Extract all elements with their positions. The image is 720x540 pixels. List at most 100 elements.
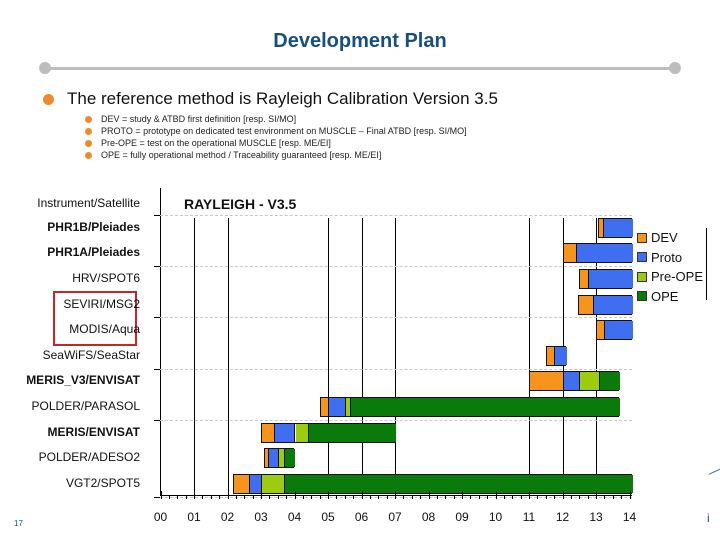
x-minor-tick	[537, 495, 538, 499]
gantt-bar	[596, 320, 633, 341]
preope-swatch-icon	[637, 271, 647, 282]
bar-segment-proto	[588, 270, 633, 288]
footer-glyph: i	[707, 511, 710, 525]
grid-line-vertical	[228, 218, 229, 495]
bar-segment-ope	[350, 398, 621, 416]
x-major-tick	[194, 491, 195, 499]
x-minor-tick	[521, 495, 522, 499]
x-minor-tick	[437, 495, 438, 499]
bar-segment-pre-ope	[295, 423, 309, 442]
x-minor-tick	[579, 495, 580, 499]
x-minor-tick	[546, 495, 547, 499]
x-major-tick	[295, 491, 296, 499]
bar-segment-ope	[285, 474, 633, 493]
row-label: HRV/SPOT6	[72, 271, 140, 285]
bullet-dot-icon	[85, 139, 92, 147]
sub-bullet-text: DEV = study & ATBD first definition [res…	[101, 114, 297, 124]
x-tick-label: 02	[220, 510, 235, 524]
legend-label: OPE	[651, 288, 679, 304]
x-minor-tick	[588, 495, 589, 499]
row-label: POLDER/ADESO2	[38, 450, 140, 465]
y-axis-line	[160, 188, 161, 495]
x-minor-tick	[286, 495, 287, 499]
gantt-bar	[232, 473, 633, 494]
x-axis	[160, 495, 632, 496]
legend-item-proto: Proto	[637, 248, 703, 268]
row-label: PHR1B/Pleiades	[47, 219, 140, 234]
x-major-tick	[529, 491, 530, 499]
x-minor-tick	[311, 495, 312, 499]
x-minor-tick	[370, 495, 371, 499]
row-label: PHR1A/Pleiades	[47, 245, 140, 260]
main-bullet-text: The reference method is Rayleigh Calibra…	[67, 89, 498, 108]
x-tick-label: 09	[455, 510, 469, 524]
x-minor-tick	[554, 495, 555, 499]
y-axis-tick	[154, 497, 160, 498]
x-minor-tick	[504, 495, 505, 499]
x-major-tick	[161, 491, 162, 499]
x-minor-tick	[219, 495, 220, 499]
bar-segment-proto	[563, 372, 581, 391]
gantt-bar	[562, 243, 633, 264]
x-tick-label: 03	[254, 510, 268, 524]
bar-segment-pre-ope	[580, 372, 601, 391]
legend-divider	[706, 228, 707, 300]
bar-segment-dev	[546, 346, 556, 365]
bar-segment-dev	[563, 244, 577, 263]
proto-swatch-icon	[637, 252, 647, 263]
x-minor-tick	[211, 495, 212, 499]
sub-bullet-preope: Pre-OPE = test on the operational MUSCLE…	[85, 137, 498, 149]
y-axis-tick	[154, 369, 160, 370]
bar-segment-dev	[530, 372, 564, 391]
bar-segment-proto	[555, 346, 567, 365]
x-minor-tick	[604, 495, 605, 499]
x-minor-tick	[278, 495, 279, 499]
main-bullet: The reference method is Rayleigh Calibra…	[43, 88, 498, 110]
x-minor-tick	[236, 495, 237, 499]
bullet-dot-icon	[85, 115, 92, 123]
sub-bullet-text: OPE = fully operational method / Traceab…	[101, 150, 382, 160]
x-minor-tick	[378, 495, 379, 499]
legend-label: Proto	[651, 249, 683, 265]
sub-bullet-text: Pre-OPE = test on the operational MUSCLE…	[101, 138, 331, 148]
legend-label: Pre-OPE	[651, 269, 704, 285]
x-minor-tick	[403, 495, 404, 499]
x-tick-label: 00	[153, 510, 168, 524]
dev-swatch-icon	[637, 232, 647, 243]
bar-segment-dev	[265, 449, 269, 468]
x-major-tick	[261, 491, 262, 499]
x-major-tick	[228, 491, 229, 499]
sub-bullet-dev: DEV = study & ATBD first definition [res…	[85, 113, 498, 125]
gantt-bar	[577, 294, 633, 315]
bar-segment-proto	[268, 449, 279, 468]
x-tick-label: 04	[287, 510, 302, 524]
chart-title: RAYLEIGH - V3.5	[184, 196, 297, 212]
bar-segment-proto	[593, 295, 633, 314]
x-minor-tick	[571, 495, 572, 499]
y-axis-tick	[154, 215, 160, 216]
page-title: Development Plan	[273, 30, 447, 52]
x-minor-tick	[244, 495, 245, 499]
x-major-tick	[328, 491, 329, 499]
x-tick-label: 10	[488, 510, 503, 524]
x-minor-tick	[303, 495, 304, 499]
gantt-bar	[264, 448, 296, 469]
grid-line-horizontal	[155, 266, 632, 267]
legend-label: DEV	[651, 230, 678, 246]
gantt-bar	[261, 422, 396, 443]
grid-line-vertical	[395, 218, 396, 495]
y-axis-tick	[154, 420, 160, 421]
grid-line-vertical	[194, 218, 195, 495]
gantt-bar	[529, 371, 621, 392]
x-minor-tick	[269, 495, 270, 499]
page-number: 17	[14, 519, 23, 528]
x-major-tick	[630, 491, 631, 499]
x-major-tick	[462, 491, 463, 499]
x-minor-tick	[512, 495, 513, 499]
bar-segment-dev	[598, 218, 604, 237]
x-minor-tick	[320, 495, 321, 499]
x-minor-tick	[454, 495, 455, 499]
x-tick-label: 14	[622, 510, 637, 524]
x-minor-tick	[169, 495, 170, 499]
bar-segment-dev	[320, 398, 329, 416]
